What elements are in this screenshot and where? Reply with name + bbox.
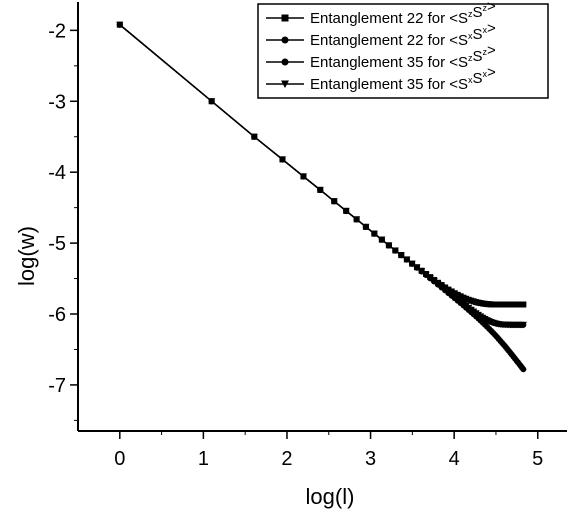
data-point <box>391 247 399 254</box>
data-point <box>426 275 434 282</box>
data-point <box>418 268 426 275</box>
data-point <box>413 264 421 272</box>
y-tick-label: -2 <box>48 20 66 42</box>
x-axis-title: log(l) <box>306 484 355 509</box>
legend-marker <box>281 14 289 22</box>
legend-marker <box>281 80 289 88</box>
legend-label: Entanglement 22 for <SzSz> <box>310 0 496 27</box>
legend-label: Entanglement 35 for <SzSz> <box>310 42 496 71</box>
data-point <box>208 98 216 105</box>
data-point <box>519 321 527 329</box>
data-point <box>434 281 442 288</box>
y-axis-title: log(w) <box>14 226 39 286</box>
x-tick-label: 4 <box>449 448 460 470</box>
data-point <box>438 283 446 291</box>
legend-item: Entanglement 35 for <SxSx> <box>266 64 496 93</box>
y-tick-label: -7 <box>48 375 66 397</box>
y-tick-label: -3 <box>48 91 66 113</box>
series-4 <box>116 21 527 329</box>
data-point <box>430 278 438 285</box>
x-tick-label: 5 <box>532 448 543 470</box>
data-point <box>362 223 370 231</box>
data-point <box>370 230 378 238</box>
legend-marker <box>281 58 289 66</box>
data-point <box>408 260 416 268</box>
legend-item: Entanglement 22 for <SzSz> <box>266 0 496 27</box>
x-axis: 0 1 2 3 4 5 <box>78 430 567 470</box>
data-point <box>330 198 338 205</box>
legend-item: Entanglement 22 for <SxSx> <box>266 20 496 49</box>
data-point <box>520 366 527 373</box>
legend-marker <box>281 36 289 44</box>
data-point <box>250 133 258 141</box>
data-point <box>385 242 393 249</box>
legend-box <box>257 3 549 99</box>
data-point <box>397 252 405 259</box>
data-point <box>422 271 430 279</box>
x-tick-label: 1 <box>198 448 209 470</box>
data-point <box>342 207 350 215</box>
data-point <box>299 173 307 180</box>
data-point <box>448 288 455 295</box>
y-tick-label: -4 <box>48 162 66 184</box>
data-point <box>316 186 324 194</box>
y-axis: -2 -3 -4 -5 -6 -7 <box>48 2 79 431</box>
legend-label: Entanglement 22 for <SxSx> <box>310 20 496 49</box>
data-point <box>403 256 411 264</box>
plot-area <box>116 21 527 373</box>
data-point <box>451 290 458 297</box>
data-point <box>520 301 527 308</box>
y-tick-label: -6 <box>48 304 66 326</box>
data-point <box>278 156 286 163</box>
legend-label: Entanglement 35 for <SxSx> <box>310 64 496 93</box>
data-point <box>444 289 452 296</box>
data-point <box>448 291 456 299</box>
y-tick-label: -5 <box>48 233 66 255</box>
data-point <box>116 21 124 29</box>
data-point <box>378 236 386 244</box>
legend-item: Entanglement 35 for <SzSz> <box>266 42 496 71</box>
data-point <box>441 286 449 294</box>
x-tick-label: 3 <box>365 448 376 470</box>
x-tick-label: 2 <box>281 448 292 470</box>
legend: Entanglement 22 for <SzSz>Entanglement 2… <box>257 0 549 99</box>
data-point <box>353 216 361 223</box>
x-tick-label: 0 <box>114 448 125 470</box>
